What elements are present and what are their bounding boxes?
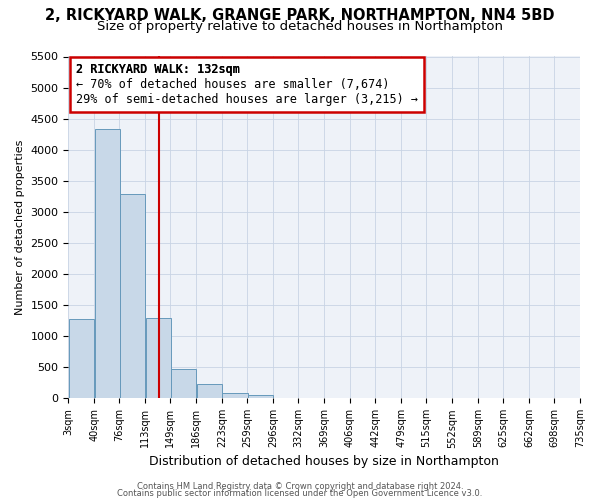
Bar	[248, 395, 273, 398]
Bar	[95, 129, 120, 398]
Bar	[68, 320, 94, 398]
Text: 2 RICKYARD WALK: 132sqm: 2 RICKYARD WALK: 132sqm	[76, 64, 240, 76]
Bar	[146, 318, 171, 398]
Y-axis label: Number of detached properties: Number of detached properties	[15, 140, 25, 315]
Text: Size of property relative to detached houses in Northampton: Size of property relative to detached ho…	[97, 20, 503, 33]
Text: 2 RICKYARD WALK: 132sqm
← 70% of detached houses are smaller (7,674)
29% of semi: 2 RICKYARD WALK: 132sqm ← 70% of detache…	[76, 64, 418, 106]
X-axis label: Distribution of detached houses by size in Northampton: Distribution of detached houses by size …	[149, 454, 499, 468]
Text: Contains public sector information licensed under the Open Government Licence v3: Contains public sector information licen…	[118, 490, 482, 498]
Bar	[197, 384, 222, 398]
Bar	[120, 194, 145, 398]
Text: Contains HM Land Registry data © Crown copyright and database right 2024.: Contains HM Land Registry data © Crown c…	[137, 482, 463, 491]
Text: 2, RICKYARD WALK, GRANGE PARK, NORTHAMPTON, NN4 5BD: 2, RICKYARD WALK, GRANGE PARK, NORTHAMPT…	[45, 8, 555, 22]
Bar	[171, 368, 196, 398]
Bar	[223, 392, 248, 398]
